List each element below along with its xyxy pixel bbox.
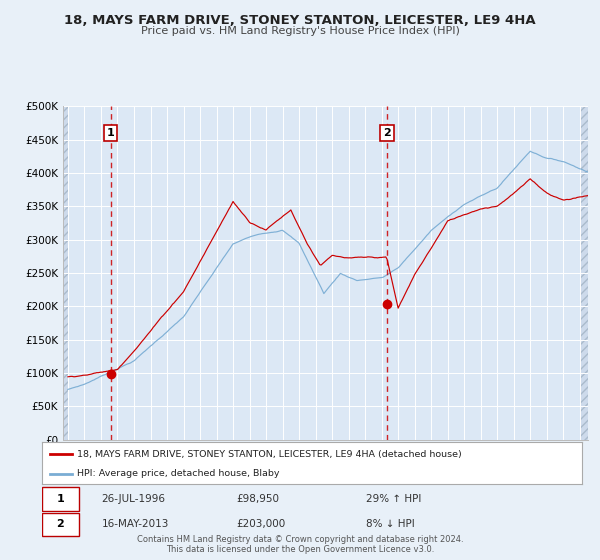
Text: 18, MAYS FARM DRIVE, STONEY STANTON, LEICESTER, LE9 4HA (detached house): 18, MAYS FARM DRIVE, STONEY STANTON, LEI…: [77, 450, 462, 459]
Text: 16-MAY-2013: 16-MAY-2013: [101, 519, 169, 529]
Text: 1: 1: [56, 494, 64, 504]
Text: 26-JUL-1996: 26-JUL-1996: [101, 494, 166, 504]
Text: Price paid vs. HM Land Registry's House Price Index (HPI): Price paid vs. HM Land Registry's House …: [140, 26, 460, 36]
Text: Contains HM Land Registry data © Crown copyright and database right 2024.: Contains HM Land Registry data © Crown c…: [137, 535, 463, 544]
Text: £203,000: £203,000: [236, 519, 286, 529]
Bar: [42, 487, 79, 511]
Text: HPI: Average price, detached house, Blaby: HPI: Average price, detached house, Blab…: [77, 469, 280, 478]
Text: 8% ↓ HPI: 8% ↓ HPI: [366, 519, 415, 529]
Text: £98,950: £98,950: [236, 494, 280, 504]
Bar: [580, 106, 596, 440]
Text: 18, MAYS FARM DRIVE, STONEY STANTON, LEICESTER, LE9 4HA: 18, MAYS FARM DRIVE, STONEY STANTON, LEI…: [64, 14, 536, 27]
Bar: [42, 512, 79, 536]
Text: 2: 2: [56, 519, 64, 529]
Text: 1: 1: [107, 128, 115, 138]
Bar: [63, 106, 68, 440]
Text: 29% ↑ HPI: 29% ↑ HPI: [366, 494, 421, 504]
Text: 2: 2: [383, 128, 391, 138]
Text: This data is licensed under the Open Government Licence v3.0.: This data is licensed under the Open Gov…: [166, 545, 434, 554]
